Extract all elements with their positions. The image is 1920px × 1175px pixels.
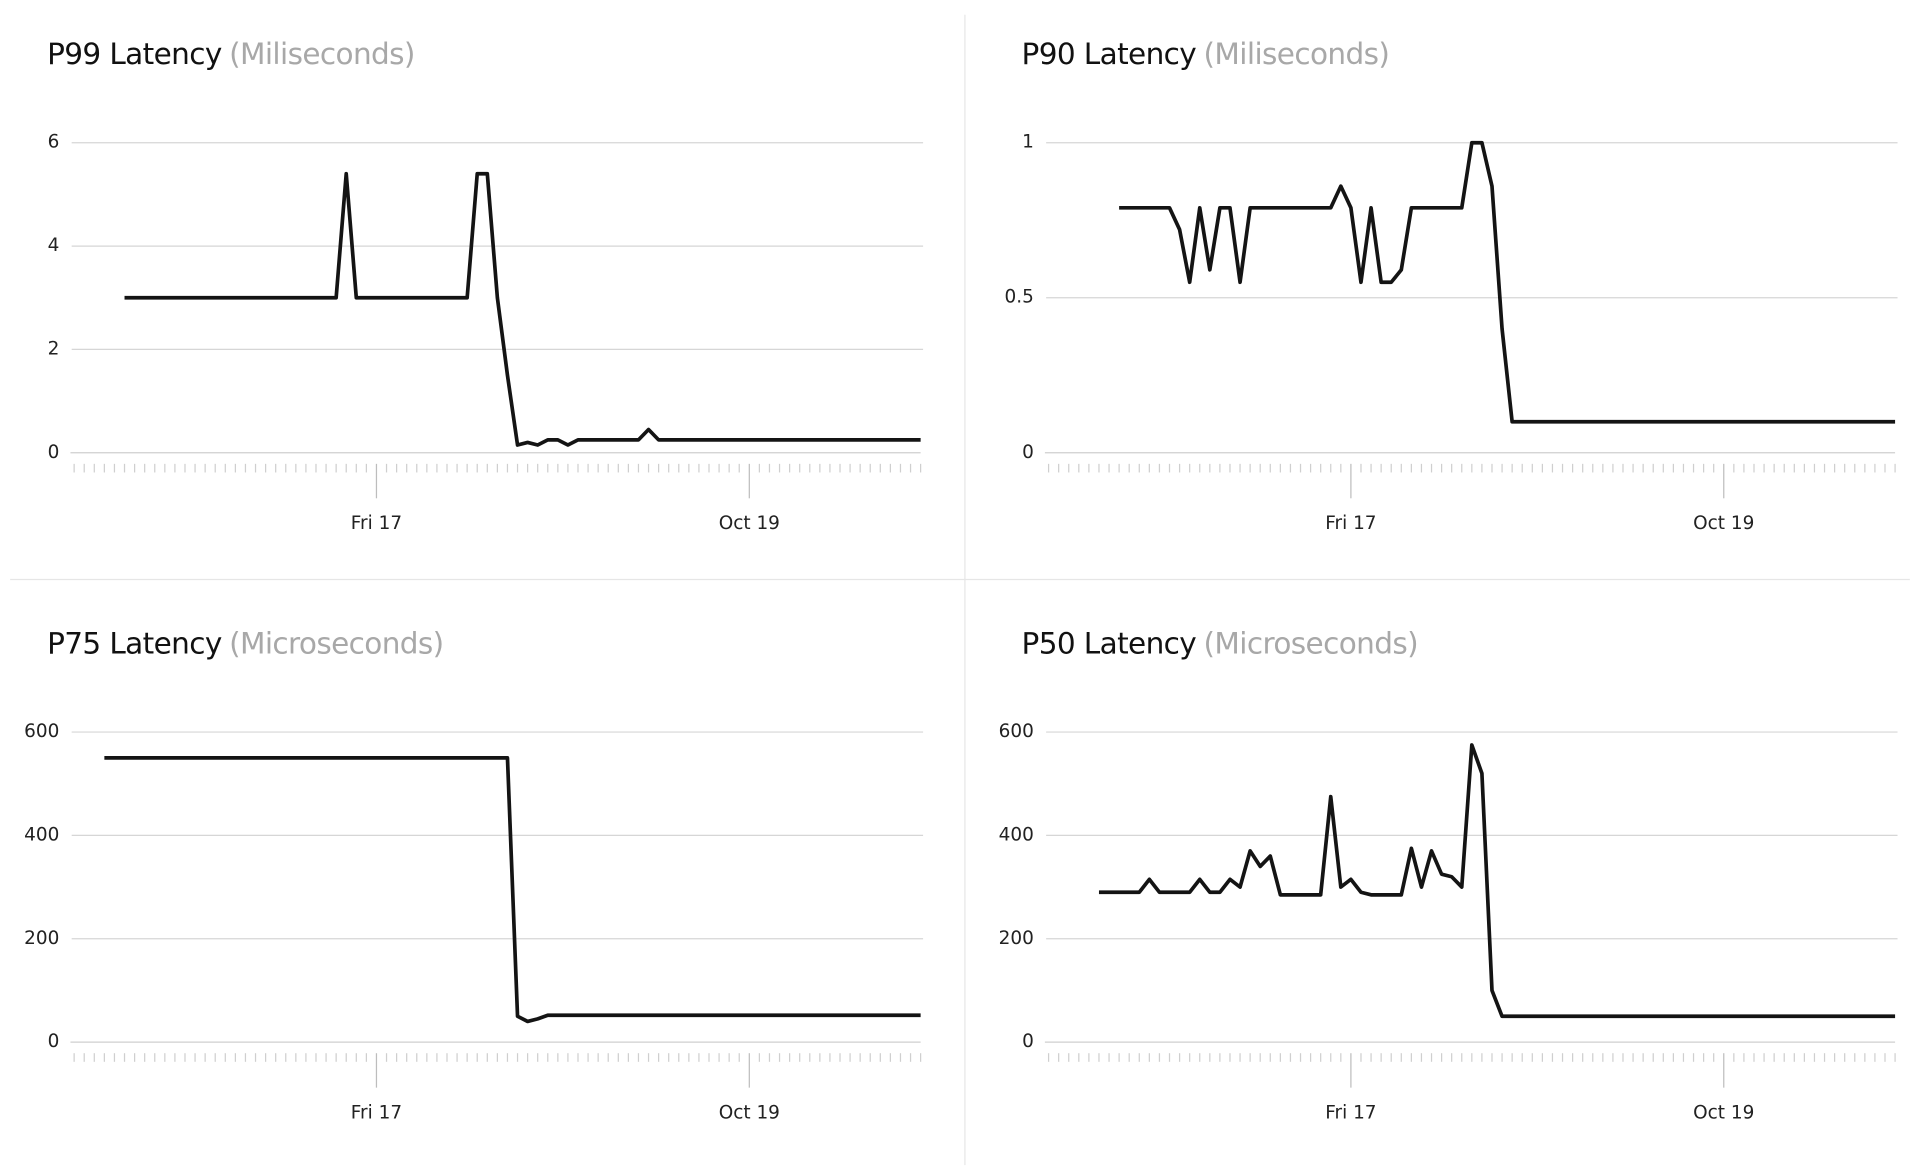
latency-line [104,756,921,1024]
x-tick-label: Oct 19 [719,513,780,534]
y-tick-label: 2 [48,338,60,359]
title-text: P90 Latency [1022,37,1197,71]
x-tick-label: Oct 19 [1693,513,1754,534]
y-tick-label: 4 [48,235,60,256]
x-tick-label: Fri 17 [1325,1102,1376,1123]
y-tick-label: 600 [999,721,1034,742]
x-tick-label: Oct 19 [719,1102,780,1123]
y-tick-label: 0 [48,1031,60,1052]
chart-panel: P75 Latency (Microseconds) 0 200 400 600 Fri 1… [24,626,924,1123]
y-tick-label: 400 [24,824,59,845]
x-tick-label: Fri 17 [1325,513,1376,534]
title-unit: (Microseconds) [1204,626,1419,660]
y-tick-label: 1 [1022,132,1034,153]
title-text: P99 Latency [47,37,222,71]
y-tick-label: 600 [24,721,59,742]
y-tick-label: 6 [48,132,60,153]
y-tick-label: 0 [48,442,60,463]
x-tick-label: Oct 19 [1693,1102,1754,1123]
y-tick-label: 0 [1022,1031,1034,1052]
chart-panel: P50 Latency (Microseconds) 0 200 400 600 Fri 1… [999,626,1898,1123]
title-unit: (Miliseconds) [1204,37,1390,71]
x-tick-label: Fri 17 [351,1102,402,1123]
y-tick-label: 400 [999,824,1034,845]
chart-panel: P99 Latency (Miliseconds) 0 2 4 6 Fri 17 Oct 19 [47,37,924,534]
chart-title: P99 Latency (Miliseconds) [47,37,415,71]
y-tick-label: 200 [24,928,59,949]
latency-line [1098,743,1896,1019]
title-text: P75 Latency [47,626,222,660]
title-unit: (Miliseconds) [229,37,415,71]
chart-panel: P90 Latency (Miliseconds) 0 0.5 1 Fri 17 Oct 1… [1004,37,1898,534]
chart-title: P50 Latency (Microseconds) [1022,626,1419,660]
y-tick-label: 0.5 [1004,287,1033,308]
y-tick-label: 0 [1022,442,1034,463]
x-tick-label: Fri 17 [351,513,402,534]
latency-line [124,171,921,447]
chart-title: P75 Latency (Microseconds) [47,626,444,660]
chart-title: P90 Latency (Miliseconds) [1022,37,1390,71]
latency-line [1119,140,1896,424]
title-unit: (Microseconds) [229,626,444,660]
y-tick-label: 200 [999,928,1034,949]
title-text: P50 Latency [1022,626,1197,660]
